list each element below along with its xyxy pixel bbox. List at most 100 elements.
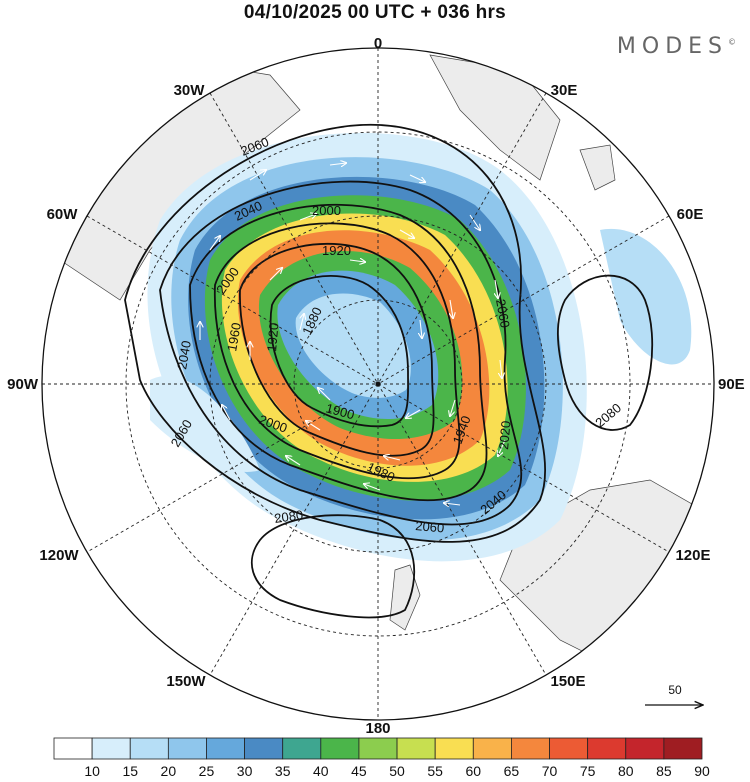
wind-vector (299, 214, 316, 221)
colorbar-tick-label: 40 (313, 763, 329, 779)
colorbar-swatch (625, 737, 665, 760)
colorbar-tick-label: 90 (694, 763, 710, 779)
lon-label-90w: 90W (7, 376, 39, 393)
lon-label-90e: 90E (718, 376, 745, 393)
colorbar-tick-label: 25 (199, 763, 215, 779)
wind-vector (209, 236, 220, 251)
colorbar-tick-label: 70 (542, 763, 558, 779)
colorbar-swatch (358, 737, 398, 760)
wind-vector (349, 260, 365, 262)
colorbar-swatch (206, 737, 245, 760)
contour-1880 (269, 275, 409, 428)
wind-vector (329, 163, 346, 165)
contour-label: 1960 (224, 321, 244, 352)
wind-speed-shading (147, 132, 692, 562)
colorbar-swatch (511, 737, 550, 760)
colorbar-tick-label: 30 (237, 763, 253, 779)
wind-vector (444, 503, 461, 505)
copyright-mark: © (728, 37, 736, 47)
colorbar-swatch (472, 737, 512, 760)
colorbar-swatch (663, 737, 703, 760)
lon-label-120e: 120E (675, 547, 710, 564)
contour-label: 2000 (312, 203, 341, 218)
colorbar-swatch (587, 737, 627, 760)
colorbar-tick-label: 15 (122, 763, 138, 779)
wind-vector (384, 456, 401, 460)
map-disk-content (42, 48, 714, 720)
new-zealand-land (389, 564, 421, 631)
lon-label-60w: 60W (47, 206, 79, 223)
colorbar: 10 15 20 25 30 35 40 45 50 55 60 65 70 75 80 85 90 (53, 737, 710, 779)
map-title: 04/10/2025 00 UTC + 036 hrs (243, 2, 507, 23)
wind-vector (306, 421, 321, 431)
contour-1920 (239, 243, 435, 457)
wind-vector (269, 268, 282, 281)
madagascar-land (579, 144, 616, 191)
reference-vector: 50 (645, 683, 703, 705)
contour-label: 1920 (322, 243, 351, 258)
contour-2060 (124, 124, 547, 543)
colorbar-tick-label: 65 (504, 763, 520, 779)
height-contours (124, 124, 654, 619)
colorbar-swatch (91, 737, 131, 760)
wind-vector (450, 399, 456, 416)
colorbar-tick-label: 85 (656, 763, 672, 779)
brand-name: MODES (616, 34, 728, 59)
contour-label: 2060 (415, 518, 445, 535)
wind-vector (420, 319, 422, 338)
south-pole-marker (375, 381, 381, 387)
wind-vector (500, 359, 502, 378)
lon-label-60e: 60E (677, 206, 704, 223)
contour-label: 1920 (264, 322, 281, 352)
colorbar-tick-label: 55 (427, 763, 443, 779)
colorbar-tick-label: 10 (84, 763, 100, 779)
contour-label: 2080 (273, 507, 304, 526)
colorbar-swatch (244, 737, 284, 760)
contour-2080-east (556, 274, 654, 431)
modes-logo: MODES© (617, 34, 736, 59)
contour-label: 2040 (174, 339, 194, 370)
wind-vector (249, 170, 266, 181)
colorbar-swatch (549, 737, 589, 760)
colorbar-tick-label: 80 (618, 763, 634, 779)
colorbar-swatch (434, 737, 474, 760)
lon-label-30e: 30E (551, 82, 578, 99)
wind-vector (498, 439, 506, 456)
colorbar-tick-label: 60 (466, 763, 482, 779)
shade-east-patch (600, 228, 692, 365)
colorbar-swatch (320, 737, 360, 760)
map-boundary (41, 47, 715, 721)
wind-vector (409, 174, 425, 182)
lon-label-120w: 120W (39, 547, 79, 564)
colorbar-swatch (396, 737, 436, 760)
colorbar-tick-label: 50 (389, 763, 405, 779)
wind-vector (399, 229, 414, 238)
wind-vector (318, 388, 331, 401)
lon-label-30w: 30W (174, 82, 206, 99)
lon-label-150w: 150W (166, 673, 206, 690)
wind-vector (286, 456, 301, 466)
longitude-labels: 0 30E 60E 90E 120E 150E 180 150W 120W 90… (7, 35, 745, 737)
contour-2040 (159, 180, 523, 526)
colorbar-swatch (167, 737, 207, 760)
wind-vector (450, 299, 453, 318)
contour-label: 1900 (324, 400, 356, 422)
colorbar-tick-label: 20 (161, 763, 177, 779)
wind-vector (300, 314, 304, 331)
colorbar-tick-label: 35 (275, 763, 291, 779)
contour-label: 2020 (496, 420, 513, 450)
colorbar-swatch (53, 737, 93, 760)
colorbar-swatch (282, 737, 322, 760)
wind-vector (406, 409, 421, 418)
lon-label-150e: 150E (550, 673, 585, 690)
contour-label: 2060 (493, 298, 513, 329)
reference-vector-label: 50 (668, 683, 682, 697)
wind-vector (495, 279, 498, 298)
wind-vector (222, 405, 231, 421)
colorbar-tick-label: 75 (580, 763, 596, 779)
colorbar-tick-label: 45 (351, 763, 367, 779)
contour-1960 (213, 222, 461, 480)
colorbar-swatch (129, 737, 169, 760)
contour-2080-south (251, 514, 416, 619)
